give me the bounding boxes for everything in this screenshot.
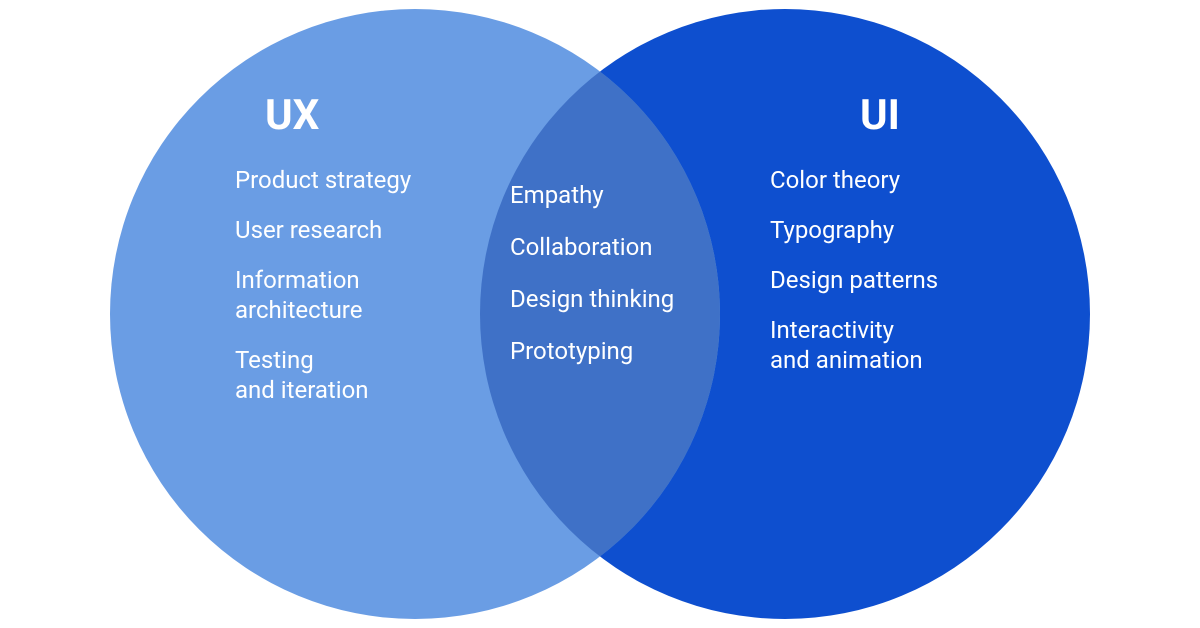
ui-item: Interactivity and animation bbox=[770, 315, 923, 375]
venn-title-ux: UX bbox=[265, 95, 319, 137]
venn-diagram: UX UI Product strategy User research Infor… bbox=[0, 0, 1200, 628]
shared-item: Empathy bbox=[510, 180, 604, 210]
ux-item: Information architecture bbox=[235, 265, 362, 325]
ui-item: Design patterns bbox=[770, 265, 938, 295]
venn-intersection bbox=[0, 0, 1200, 628]
ux-item: Testing and iteration bbox=[235, 345, 369, 405]
venn-title-ui: UI bbox=[860, 95, 900, 137]
shared-item: Collaboration bbox=[510, 232, 653, 262]
ux-item: User research bbox=[235, 215, 382, 245]
shared-item: Design thinking bbox=[510, 284, 674, 314]
shared-item: Prototyping bbox=[510, 336, 633, 366]
ux-item: Product strategy bbox=[235, 165, 411, 195]
ui-item: Color theory bbox=[770, 165, 900, 195]
ui-item: Typography bbox=[770, 215, 894, 245]
